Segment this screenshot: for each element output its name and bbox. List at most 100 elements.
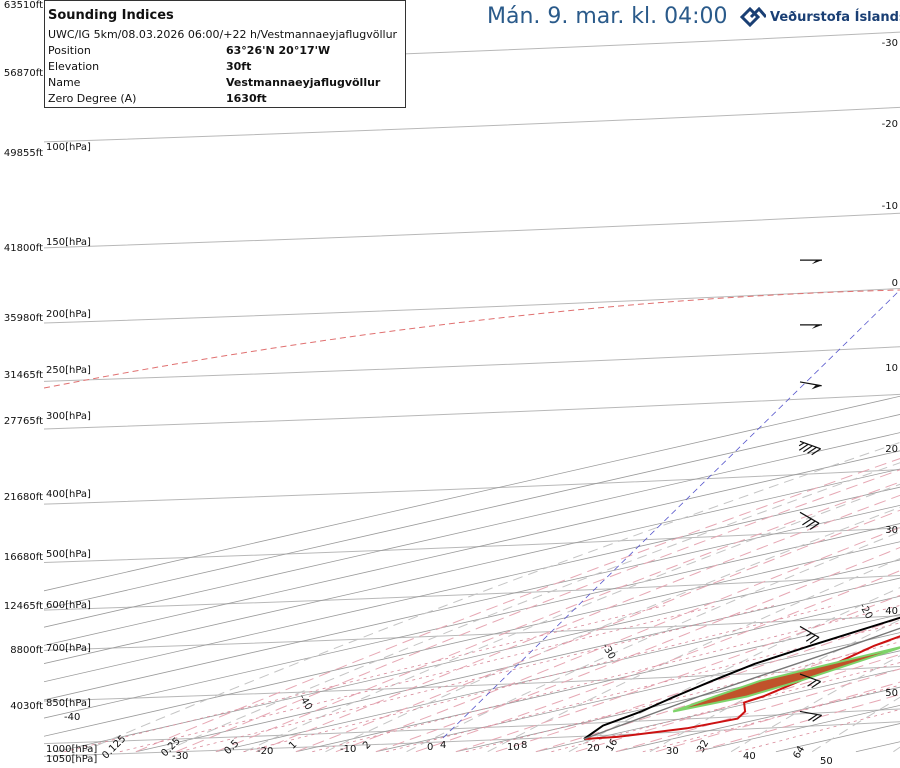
mixing-ratio-line: [465, 641, 900, 753]
model-line: UWC/IG 5km/08.03.2026 06:00/+22 h/Vestma…: [48, 28, 398, 41]
pressure-label: 850[hPa]: [46, 698, 91, 709]
pressure-label: 400[hPa]: [46, 489, 91, 500]
wind-barb: [800, 259, 822, 265]
isotherm: [135, 577, 900, 753]
lifted-index-line: [442, 289, 900, 739]
temperature-line: [583, 616, 900, 740]
isotherm-bottom-label: -30: [172, 751, 189, 762]
isotherm: [44, 486, 900, 683]
pressure-label: 700[hPa]: [46, 643, 91, 654]
right-temp-label: 50: [885, 688, 898, 699]
wind-barb: [800, 324, 822, 329]
moist-adiabat: [495, 617, 900, 753]
isobar: [44, 721, 900, 757]
dry-adiabat: [162, 462, 900, 753]
wind-barb: [799, 673, 822, 689]
altitude-label: 63510ft: [3, 0, 43, 11]
isotherm: [375, 632, 900, 753]
wind-barb: [799, 381, 822, 390]
isobar: [44, 287, 900, 324]
moist-adiabat: [695, 693, 900, 753]
mixing-ratio-line: [312, 605, 900, 753]
altitude-label: 35980ft: [3, 313, 43, 324]
cape-area: [672, 646, 900, 713]
pressure-label: 200[hPa]: [46, 309, 91, 320]
isobar: [44, 527, 900, 563]
mixing-ratio-label: 8: [521, 740, 528, 751]
mixing-ratio-line: [64, 605, 666, 753]
isotherm-bottom-label: 0: [427, 742, 434, 753]
isotherm-bottom-label: 20: [587, 743, 600, 754]
right-temp-label: -10: [881, 201, 898, 212]
freezing-level-line: [44, 289, 900, 389]
dry-adiabat: [325, 506, 900, 753]
isobar: [44, 575, 900, 611]
logo-text: Veðurstofa Íslands: [770, 9, 900, 25]
isotherm: [44, 450, 900, 646]
altitude-label: 8800ft: [10, 645, 43, 656]
forecast-time-title: Mán. 9. mar. kl. 04:00: [487, 4, 728, 29]
altitude-label: 27765ft: [3, 416, 43, 427]
right-temp-label: 30: [885, 525, 898, 536]
position-label: Position: [48, 44, 91, 57]
dewpoint-line: [583, 635, 900, 740]
dry-adiabat: [811, 696, 900, 753]
right-temp-label: 10: [885, 363, 898, 374]
moist-adiabat: [255, 494, 900, 753]
pressure-label: 500[hPa]: [46, 549, 91, 560]
elevation-label: Elevation: [48, 60, 100, 73]
moist-adiabat: [215, 481, 900, 753]
moist-adiabat: [175, 469, 900, 753]
parcel-line: [583, 627, 900, 740]
isobar: [44, 615, 900, 651]
dry-adiabat: [487, 558, 900, 753]
isotherm: [44, 432, 900, 628]
altitude-label: 49855ft: [3, 148, 43, 159]
isotherm: [55, 559, 900, 753]
mixing-ratio-label: 4: [440, 740, 447, 751]
series-group: [583, 616, 900, 740]
moist-adiabat: [375, 546, 900, 753]
right-temp-label: 40: [885, 606, 898, 617]
moist-adiabat: [655, 681, 900, 753]
mixing-ratio-line: [119, 605, 719, 753]
moist-adiabat: [135, 458, 900, 753]
isotherm-bottom-label: -10: [340, 744, 357, 755]
isotherm-bottom-label: 30: [666, 746, 679, 757]
altitude-label: 41800ft: [3, 243, 43, 254]
dry-adiabat: [81, 441, 900, 753]
altitude-label: 16680ft: [3, 552, 43, 563]
zero-degree-value: 1630ft: [226, 92, 267, 105]
mixing-ratio-line: [642, 684, 900, 753]
position-value: 63°26'N 20°17'W: [226, 44, 331, 57]
moist-adiabat: [295, 509, 900, 753]
pressure-label: 250[hPa]: [46, 365, 91, 376]
wind-barb: [799, 511, 820, 530]
isotherm: [615, 686, 900, 753]
wind-barbs: [798, 259, 822, 722]
moist-adiabat: [575, 653, 900, 753]
moist-adiabat: [335, 526, 900, 753]
isotherm-bottom-label: 40: [743, 751, 756, 762]
isobar: [44, 346, 900, 382]
name-value: Vestmannaeyjaflugvöllur: [226, 76, 381, 89]
pressure-label: 1050[hPa]: [46, 754, 98, 765]
name-label: Name: [48, 76, 81, 89]
altitude-label: 31465ft: [3, 370, 43, 381]
logo-icon: [740, 7, 766, 27]
moist-adiabat: [415, 570, 900, 753]
dry-adiabat: [649, 619, 900, 753]
mixing-ratio-line: [551, 662, 900, 753]
isotherm-bottom-label: -20: [257, 746, 274, 757]
isotherm-bottom-label: 10: [507, 742, 520, 753]
altitude-label: 12465ft: [3, 601, 43, 612]
isotherm: [44, 523, 900, 719]
altitude-label: 4030ft: [10, 701, 43, 712]
zero-degree-label: Zero Degree (A): [48, 92, 137, 105]
mixing-ratio-line: [179, 605, 775, 753]
pressure-label: 1000[hPa]: [46, 744, 98, 755]
wind-barb: [799, 710, 822, 722]
pressure-label: 300[hPa]: [46, 411, 91, 422]
